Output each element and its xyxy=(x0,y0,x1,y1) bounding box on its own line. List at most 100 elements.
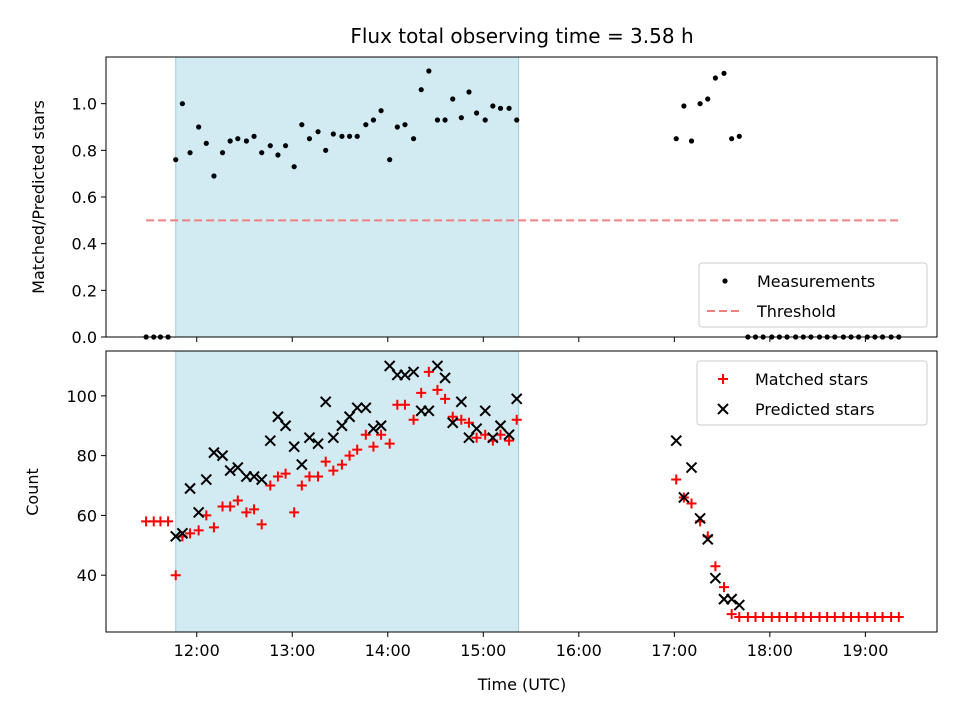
predicted-star-point xyxy=(487,431,499,444)
measurement-point xyxy=(681,103,687,109)
x-tick-label: 19:00 xyxy=(842,641,888,660)
predicted-star-point xyxy=(431,360,444,372)
matched-star-point xyxy=(265,480,276,491)
matched-star-point xyxy=(853,612,864,623)
measurement-point xyxy=(211,173,217,179)
predicted-star-point xyxy=(447,417,459,429)
matched-star-point xyxy=(671,474,682,485)
series-matched-stars xyxy=(141,366,904,623)
predicted-star-point xyxy=(216,449,229,462)
legend-label: Threshold xyxy=(756,302,836,321)
predicted-star-point xyxy=(494,420,507,432)
predicted-star-point xyxy=(232,461,244,474)
measurement-point xyxy=(497,105,504,111)
measurement-point xyxy=(370,117,377,123)
top-y-axis-label: Matched/Predicted stars xyxy=(29,100,48,294)
matched-star-point xyxy=(170,570,181,581)
predicted-star-point xyxy=(224,464,236,477)
legend-box xyxy=(698,262,928,328)
matched-star-point xyxy=(726,609,737,620)
matched-star-point xyxy=(241,507,252,518)
matched-star-point xyxy=(829,612,840,623)
matched-star-point xyxy=(289,507,300,518)
matched-star-point xyxy=(344,450,355,461)
measurement-point xyxy=(354,133,360,139)
matched-star-point xyxy=(440,393,451,404)
axes-frame-bottom xyxy=(105,350,938,633)
x-tick-label: 14:00 xyxy=(365,641,411,660)
measurement-point xyxy=(474,110,480,116)
measurement-point xyxy=(450,96,456,102)
y-tick-label: 0.8 xyxy=(72,141,97,160)
predicted-star-point xyxy=(423,405,435,417)
matched-star-point xyxy=(376,429,387,440)
predicted-star-point xyxy=(678,491,690,504)
measurement-point xyxy=(187,150,193,156)
matched-star-point xyxy=(296,480,307,491)
matched-star-point xyxy=(352,444,363,455)
matched-star-point xyxy=(416,387,427,398)
measurement-point xyxy=(394,124,400,130)
measurement-point xyxy=(315,129,321,135)
predicted-star-point xyxy=(511,393,523,405)
y-tick-label: 80 xyxy=(77,447,97,466)
measurement-point xyxy=(434,117,441,123)
predicted-star-point xyxy=(279,420,292,432)
measurement-point xyxy=(291,164,297,170)
matched-star-point xyxy=(456,414,467,425)
predicted-star-point xyxy=(694,512,706,525)
measurement-point xyxy=(514,117,520,123)
measurement-point xyxy=(458,115,464,121)
measurement-point xyxy=(729,136,735,142)
legend-marker-x xyxy=(717,403,729,415)
matched-star-point xyxy=(758,612,769,623)
matched-star-point xyxy=(193,525,204,536)
matched-star-point xyxy=(336,459,347,470)
x-axis-label: Time (UTC) xyxy=(477,675,566,694)
measurement-point xyxy=(173,157,179,163)
matched-star-point xyxy=(423,366,434,377)
matched-star-point xyxy=(447,411,458,422)
matched-star-point xyxy=(408,414,419,425)
y-tick-label: 1.0 xyxy=(72,95,97,114)
legend-marker-plus xyxy=(718,374,728,384)
measurement-point xyxy=(410,136,417,142)
observing-window-span xyxy=(175,351,519,632)
matched-star-point xyxy=(471,432,482,443)
legend-label: Measurements xyxy=(757,272,875,291)
measurement-point xyxy=(299,122,305,128)
measurement-point xyxy=(736,133,742,139)
measurement-point xyxy=(251,133,257,139)
matched-star-point xyxy=(313,471,324,482)
measurement-point xyxy=(688,138,695,144)
matched-star-point xyxy=(893,612,904,623)
measurement-point xyxy=(330,131,336,137)
measurement-point xyxy=(282,143,289,149)
predicted-star-point xyxy=(288,440,300,453)
bottom-y-axis-label: Count xyxy=(23,468,42,516)
panel-top: 0.0 0.2 0.4 0.6 0.8 1.0 Measurements Threshold xyxy=(72,56,938,347)
predicted-star-point xyxy=(670,434,682,447)
axes-frame-top xyxy=(105,56,938,338)
measurement-point xyxy=(259,150,265,156)
matched-star-point xyxy=(208,522,219,533)
predicted-star-point xyxy=(176,527,189,540)
matched-star-point xyxy=(463,417,474,428)
matched-star-point xyxy=(360,429,371,440)
measurement-point xyxy=(705,96,711,102)
predicted-star-point xyxy=(296,458,308,471)
predicted-star-point xyxy=(255,473,268,486)
measurement-point xyxy=(235,136,241,142)
matched-star-point xyxy=(877,612,888,623)
matched-star-point xyxy=(304,471,315,482)
measurement-point xyxy=(506,105,512,111)
matched-star-point xyxy=(328,465,339,476)
predicted-star-point xyxy=(360,402,372,414)
measurement-point xyxy=(466,89,472,95)
predicted-star-point xyxy=(184,482,196,495)
measurement-point xyxy=(339,133,345,139)
measurement-point xyxy=(179,101,186,107)
predicted-star-point xyxy=(192,506,205,519)
predicted-star-point xyxy=(725,593,738,605)
